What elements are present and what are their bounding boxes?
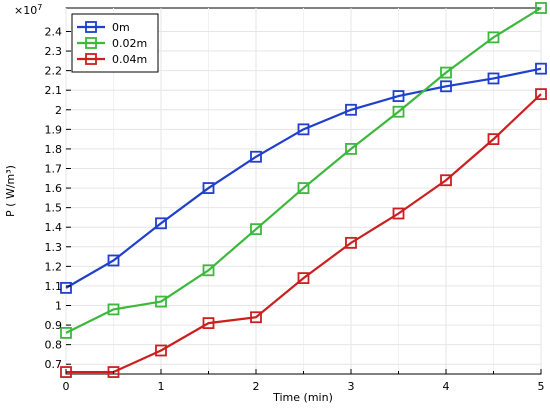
legend-label: 0m xyxy=(112,21,130,34)
series-line xyxy=(66,93,542,374)
legend-marker xyxy=(85,37,97,49)
data-point xyxy=(250,150,262,163)
legend-marker xyxy=(85,21,97,33)
data-point xyxy=(392,90,405,102)
y-tick-label: 2.4 xyxy=(45,25,63,38)
y-axis-multiplier-base: ×10 xyxy=(14,4,37,17)
series-0.02m xyxy=(60,2,547,339)
x-tick-label: 1 xyxy=(158,380,165,393)
data-point xyxy=(345,143,357,155)
data-point xyxy=(535,88,547,101)
data-point xyxy=(60,326,72,339)
x-axis-label: Time (min) xyxy=(272,391,333,404)
data-point xyxy=(487,31,500,44)
data-point xyxy=(155,217,167,230)
data-point xyxy=(440,80,452,93)
x-tick-label: 4 xyxy=(443,380,450,393)
data-point xyxy=(392,207,405,220)
data-point xyxy=(297,123,310,136)
y-tick-label: 2.2 xyxy=(45,65,63,78)
x-tick-label: 5 xyxy=(538,380,545,393)
series-line xyxy=(65,7,542,334)
y-tick-label: 1.6 xyxy=(45,182,63,195)
data-point xyxy=(250,311,262,324)
data-point xyxy=(155,344,167,357)
data-point xyxy=(107,254,120,267)
y-tick-label: 0.9 xyxy=(45,319,63,332)
data-point xyxy=(202,317,215,330)
series-line xyxy=(65,67,542,289)
y-tick-label: 1.4 xyxy=(45,221,63,234)
series-group xyxy=(60,2,547,378)
y-tick-label: 1.9 xyxy=(45,123,63,136)
y-tick-label: 1 xyxy=(55,299,62,312)
y-tick-label: 1.5 xyxy=(45,202,63,215)
data-point xyxy=(107,303,120,316)
data-point xyxy=(392,105,405,118)
y-axis-multiplier: ×107 xyxy=(14,3,42,17)
y-axis-multiplier-exponent: 7 xyxy=(37,3,42,12)
data-point xyxy=(107,366,120,378)
legend-label: 0.04m xyxy=(112,53,147,66)
y-tick-label: 2 xyxy=(55,104,62,117)
data-point xyxy=(535,62,547,75)
data-point xyxy=(535,2,547,14)
y-tick-label: 1.7 xyxy=(45,162,63,175)
x-tick-label: 0 xyxy=(63,380,70,393)
data-point xyxy=(440,66,452,79)
y-tick-label: 1.2 xyxy=(45,260,63,273)
grid xyxy=(65,8,542,374)
legend-entry: 0m xyxy=(77,21,130,34)
data-point xyxy=(155,295,167,308)
data-point xyxy=(297,272,310,284)
data-point xyxy=(297,182,310,194)
y-tick-label: 1.8 xyxy=(45,143,63,156)
legend-entry: 0.04m xyxy=(77,53,147,66)
y-axis-ticks: 0.7 0.8 0.9 1 1.1 1.2 1.3 1.4 1.5 1.6 1.7 1.8 1.9 2 2.… xyxy=(45,25,71,371)
series-0.04m xyxy=(60,88,547,378)
y-tick-label: 1.3 xyxy=(45,241,63,254)
data-point xyxy=(345,236,357,249)
legend-label: 0.02m xyxy=(112,37,147,50)
x-axis-ticks: 0 1 2 3 4 5 xyxy=(63,369,545,393)
data-point xyxy=(440,174,452,187)
legend-marker xyxy=(85,53,97,65)
y-axis-label: P ( W/m³) xyxy=(4,165,17,217)
data-point xyxy=(60,366,72,378)
x-tick-label: 2 xyxy=(253,380,260,393)
y-tick-label: 1.1 xyxy=(45,280,63,293)
data-point xyxy=(202,264,215,277)
data-point xyxy=(202,182,215,194)
legend: 0m 0.02m 0.04m xyxy=(71,13,159,73)
y-tick-label: 2.1 xyxy=(45,84,63,97)
data-point xyxy=(345,103,357,116)
series-0m xyxy=(60,62,547,294)
y-tick-label: 0.8 xyxy=(45,339,63,352)
data-point xyxy=(487,72,500,85)
y-tick-label: 0.7 xyxy=(45,358,63,371)
x-tick-label: 3 xyxy=(348,380,355,393)
data-point xyxy=(60,281,72,294)
data-point xyxy=(487,133,500,146)
legend-entry: 0.02m xyxy=(77,37,147,50)
y-tick-label: 2.3 xyxy=(45,45,63,58)
data-point xyxy=(250,223,262,236)
